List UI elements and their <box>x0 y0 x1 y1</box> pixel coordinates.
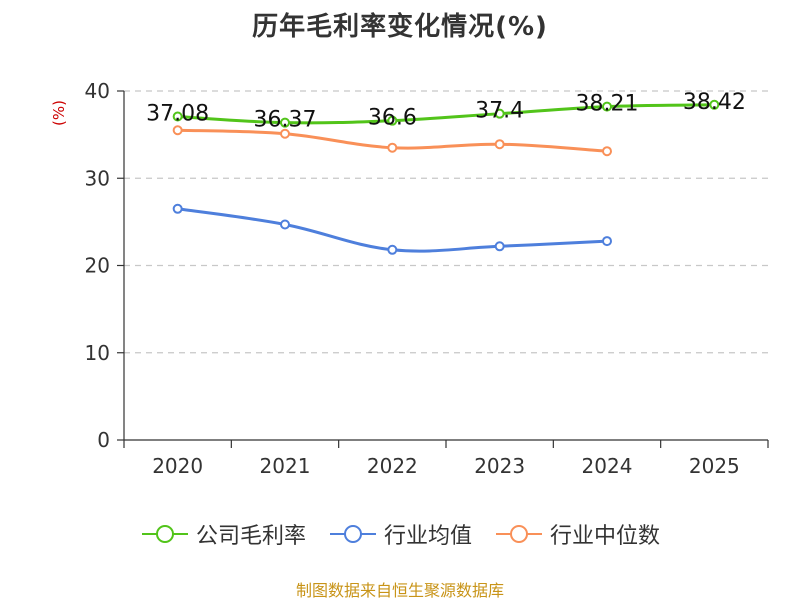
x-tick-label: 2023 <box>474 454 525 478</box>
data-point-2 <box>172 125 183 136</box>
data-label: 36.37 <box>254 108 317 133</box>
data-point-0 <box>280 117 290 128</box>
y-tick-label: 40 <box>85 79 110 103</box>
data-point-1 <box>280 219 290 230</box>
source-note: 制图数据来自恒生聚源数据库 <box>295 581 504 600</box>
series-line-1 <box>177 207 608 253</box>
data-point-1 <box>602 236 612 247</box>
legend-label-industry-mean: 行业均值 <box>383 524 472 549</box>
series-line-0 <box>177 103 715 125</box>
data-point-0 <box>494 108 505 119</box>
chart-title: 历年毛利率变化情况(%) <box>252 12 548 42</box>
data-point-1 <box>494 241 505 252</box>
data-point-0 <box>709 99 720 110</box>
data-label: 38.42 <box>683 90 746 115</box>
data-point-0 <box>387 115 398 126</box>
data-point-1 <box>387 244 398 255</box>
legend-label-industry-median: 行业中位数 <box>550 524 661 549</box>
legend-item-industry-median[interactable]: 行业中位数 <box>494 518 660 550</box>
data-label: 37.4 <box>475 99 524 124</box>
legend-marker-industry-median-icon <box>496 525 542 543</box>
y-tick-label: 0 <box>97 428 110 452</box>
data-point-0 <box>172 111 183 122</box>
y-tick-label: 30 <box>85 166 110 190</box>
data-label: 36.6 <box>368 106 417 131</box>
data-label: 37.08 <box>146 101 209 126</box>
data-point-2 <box>494 139 505 150</box>
data-label: 38.21 <box>576 92 639 117</box>
y-tick-label: 10 <box>85 341 110 365</box>
data-point-2 <box>602 146 612 157</box>
data-point-2 <box>387 142 398 153</box>
legend-label-company: 公司毛利率 <box>195 524 306 549</box>
x-tick-label: 2021 <box>260 454 311 478</box>
data-point-2 <box>280 128 290 139</box>
y-tick-label: 20 <box>85 254 110 278</box>
legend-item-industry-mean[interactable]: 行业均值 <box>328 518 472 550</box>
legend: 公司毛利率 行业均值 行业中位数 <box>0 518 800 550</box>
x-tick-label: 2020 <box>152 454 203 478</box>
legend-marker-industry-mean-icon <box>329 525 376 543</box>
x-tick-label: 2025 <box>689 454 740 478</box>
x-tick-label: 2024 <box>582 454 633 478</box>
x-tick-label: 2022 <box>367 454 418 478</box>
data-point-1 <box>172 203 183 214</box>
legend-item-company[interactable]: 公司毛利率 <box>140 518 306 550</box>
data-point-0 <box>602 101 612 112</box>
legend-marker-company-icon <box>141 525 188 543</box>
